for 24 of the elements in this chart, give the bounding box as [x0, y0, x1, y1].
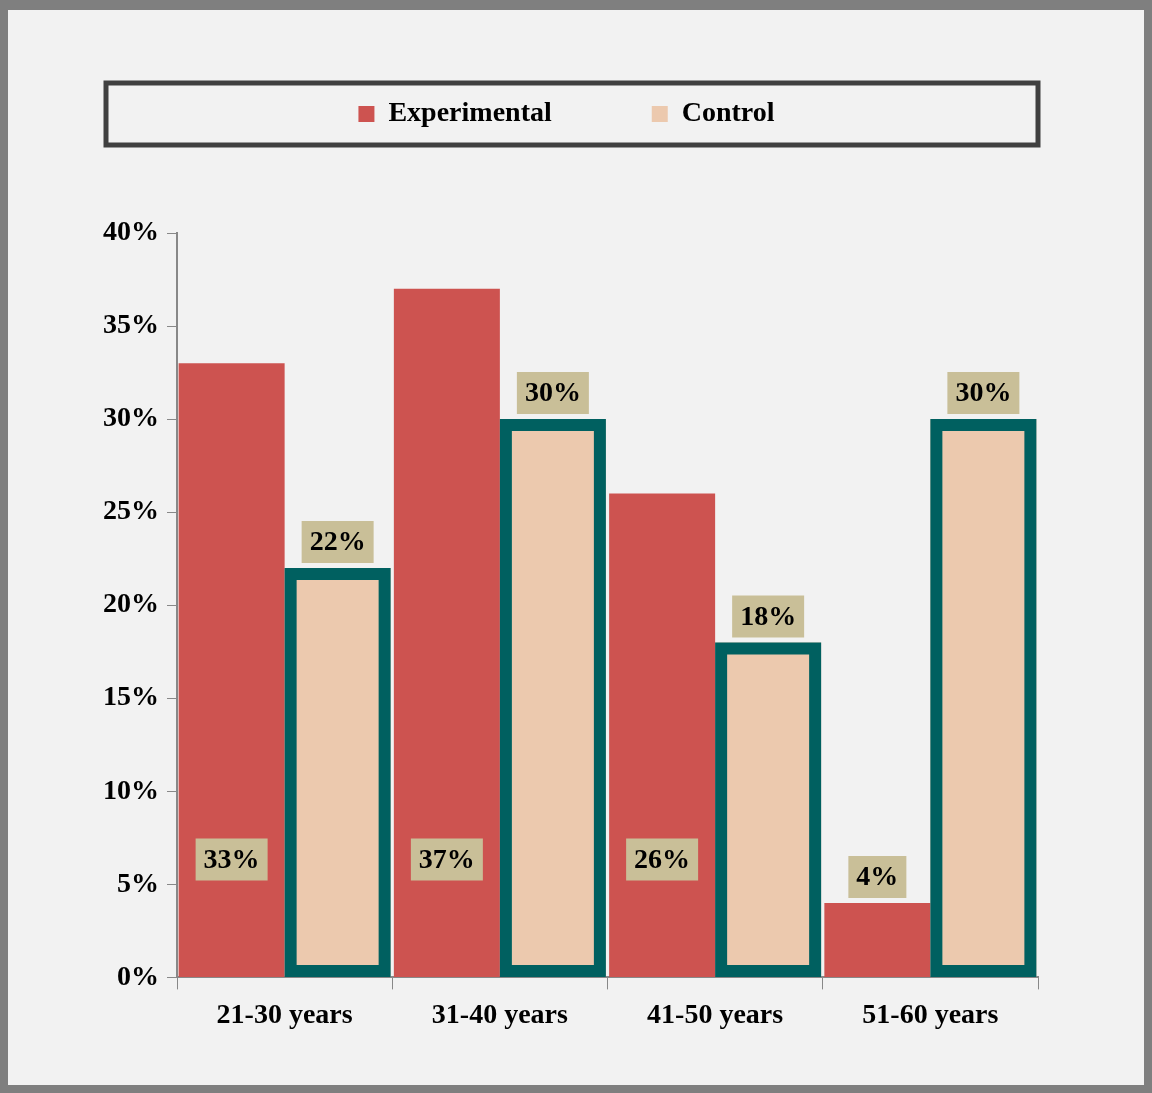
y-tick-label: 20%: [103, 587, 159, 619]
x-tick-label: 41-50 years: [647, 998, 784, 1030]
data-label: 4%: [856, 860, 899, 892]
y-tick-label: 5%: [117, 866, 159, 898]
data-label: 37%: [418, 842, 475, 874]
y-tick-label: 30%: [103, 401, 159, 433]
y-tick-label: 35%: [103, 308, 159, 340]
data-label: 18%: [740, 599, 797, 631]
legend-label: Experimental: [388, 96, 552, 128]
data-label: 22%: [309, 525, 366, 557]
y-tick-label: 15%: [103, 680, 159, 712]
x-tick-label: 51-60 years: [862, 998, 999, 1030]
data-label: 30%: [524, 376, 581, 408]
data-label: 33%: [203, 842, 260, 874]
x-tick-label: 31-40 years: [431, 998, 569, 1030]
x-tick-label: 21-30 years: [216, 998, 353, 1030]
y-tick-label: 40%: [103, 215, 159, 247]
y-tick-label: 0%: [117, 959, 159, 991]
data-label: 30%: [955, 376, 1012, 408]
data-label: 26%: [634, 842, 691, 874]
legend-label: Control: [681, 96, 775, 128]
y-tick-label: 25%: [103, 494, 159, 526]
bar: [824, 902, 931, 977]
y-tick-label: 10%: [103, 773, 159, 805]
